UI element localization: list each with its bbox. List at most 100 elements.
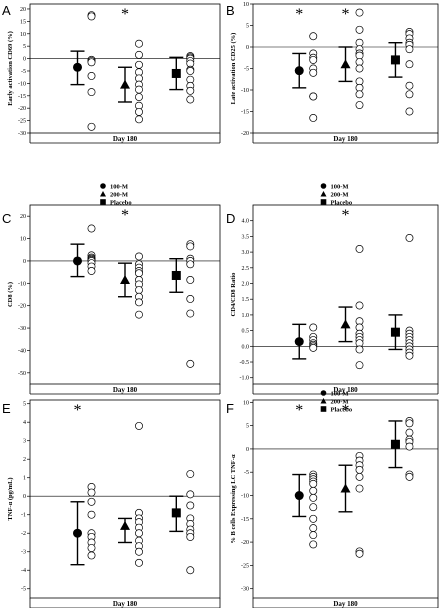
y-tick-label: 0.0 [242, 344, 250, 350]
y-tick-label: -5 [21, 587, 26, 593]
significance-star: * [342, 6, 350, 23]
y-tick-label: -30 [18, 326, 26, 332]
y-tick-label: -10 [18, 281, 26, 287]
y-tick-label: 2.0 [242, 282, 250, 288]
legend-marker-triangle [320, 398, 327, 404]
data-point [309, 92, 318, 101]
mean-marker-triangle [120, 274, 130, 284]
legend-label: Placebo [110, 199, 132, 206]
mean-marker-circle [73, 256, 82, 266]
data-point [135, 558, 143, 567]
data-point [135, 39, 143, 48]
significance-star: * [295, 402, 303, 419]
y-tick-label: 2.5 [242, 266, 250, 272]
data-point [355, 90, 364, 99]
y-axis-label: CD8 (%) [7, 282, 14, 307]
y-tick-label: 10 [243, 400, 249, 406]
y-tick-label: -4 [21, 568, 26, 574]
y-tick-label: -1 [21, 513, 26, 519]
y-tick-label: -10 [241, 88, 249, 94]
y-tick-label: 10 [243, 2, 249, 8]
data-point [186, 86, 195, 95]
data-point [87, 88, 96, 97]
data-point [135, 85, 143, 94]
plot-frame [29, 399, 221, 599]
x-axis-label: Day 180 [113, 386, 138, 394]
chart-panel-e: 5 4 3 2 1 0 -1 -2 -3 -4 -5 Day 180 TNF-α (pg/mL) E * [2, 399, 221, 608]
data-point [355, 101, 364, 110]
data-point [135, 93, 143, 101]
data-point [405, 428, 414, 437]
data-point [135, 269, 143, 278]
mean-marker-circle [294, 337, 304, 347]
y-tick-label: -1.0 [240, 376, 250, 382]
data-point [186, 359, 195, 368]
y-tick-label: -25 [18, 119, 26, 125]
y-tick-label: -5 [21, 69, 26, 75]
data-point [309, 323, 318, 332]
data-point [186, 67, 195, 75]
legend-marker-circle [320, 183, 327, 189]
data-point [309, 486, 318, 495]
data-point [309, 479, 318, 488]
legend-label: 200-M [331, 191, 349, 198]
y-axis-label: % B cells Expressing LC TNF-α [230, 454, 237, 544]
data-point [87, 488, 96, 497]
legend-marker-triangle [320, 191, 327, 197]
data-point [135, 529, 143, 538]
mean-marker-circle [294, 66, 304, 76]
legend-marker-circle [100, 183, 106, 189]
data-point [186, 470, 195, 478]
data-point [186, 260, 195, 269]
x-axis-label: Day 180 [333, 600, 358, 608]
y-tick-label: 0.5 [242, 329, 250, 335]
panel-letter: F [226, 401, 234, 416]
y-tick-label: 1 [23, 476, 26, 482]
y-axis-label: Early activation CD69 (%) [7, 31, 14, 106]
y-tick-label: 20 [20, 7, 26, 13]
y-tick-label: 4 [23, 420, 26, 426]
data-point [135, 310, 143, 319]
data-point [87, 122, 96, 131]
mean-marker-square [390, 327, 400, 337]
data-point [87, 71, 96, 80]
legend-label: 200-M [110, 191, 128, 198]
data-point [355, 484, 364, 493]
plot-frame [29, 204, 221, 385]
panel-letter: A [2, 3, 11, 18]
data-point [135, 60, 143, 69]
data-point [87, 497, 96, 506]
data-point [186, 309, 195, 318]
y-axis-label: CD4/CD8 Ratio [230, 273, 237, 317]
y-tick-label: 5 [23, 402, 26, 408]
y-tick-label: 1.0 [242, 313, 250, 319]
chart-panel-a: 20 15 10 5 0 -5 -10 -15 -20 -25 -30 Day 180 Early ac… [2, 3, 221, 206]
y-tick-label: -20 [241, 131, 249, 137]
data-point [87, 12, 96, 21]
data-point [186, 566, 195, 575]
mean-marker-circle [294, 491, 304, 501]
y-tick-label: -10 [18, 81, 26, 87]
x-axis-label: Day 180 [113, 600, 138, 608]
mean-marker-triangle [120, 79, 130, 89]
y-tick-label: -0.5 [240, 360, 250, 366]
y-tick-label: 3.5 [242, 234, 250, 240]
panel-letter: C [2, 211, 11, 226]
y-tick-label: 2 [23, 457, 26, 463]
y-tick-label: 20 [20, 214, 26, 220]
y-axis-label: TNF-α (pg/mL) [7, 477, 14, 520]
chart-panel-b: 10 5 0 -5 -10 -15 -20 Day 180 Late activation CD… [226, 2, 439, 206]
data-point [309, 32, 318, 41]
y-tick-label: -50 [18, 371, 26, 377]
x-axis-label: Day 180 [113, 135, 138, 143]
data-point [309, 493, 318, 502]
legend-label: 100-M [331, 183, 349, 190]
y-tick-label: 15 [20, 19, 26, 25]
data-point [405, 234, 414, 242]
y-tick-label: 0 [23, 494, 26, 500]
data-point [135, 298, 143, 307]
y-axis-label: Late activation CD25 (%) [230, 33, 237, 105]
data-point [87, 510, 96, 519]
mean-marker-triangle [340, 59, 351, 69]
